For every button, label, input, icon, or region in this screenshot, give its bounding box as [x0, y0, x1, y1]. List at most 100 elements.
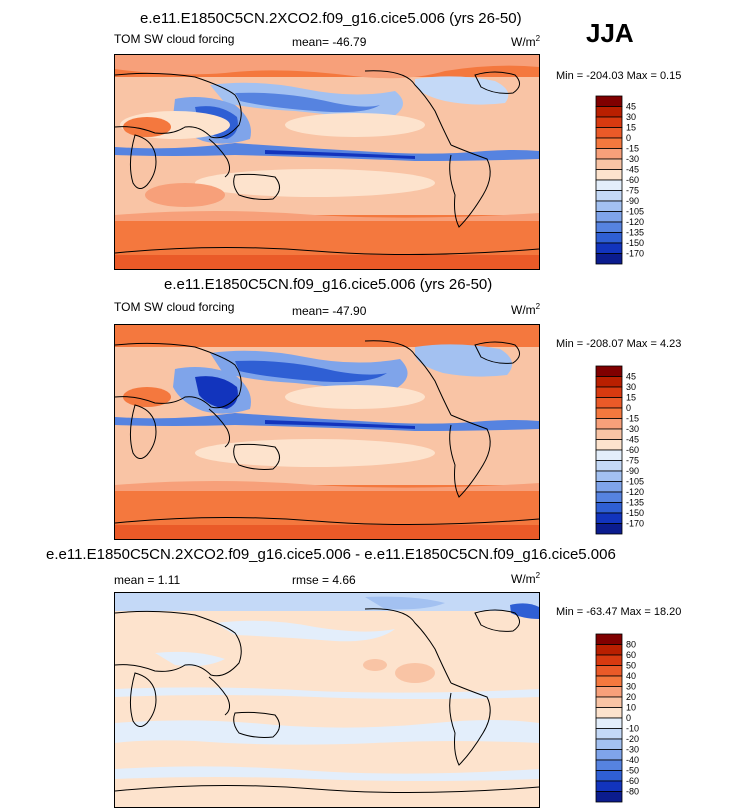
colorbar-swatch	[595, 665, 623, 677]
panel-2-colorbar: 45 30 15 0 -15 -30 -45 -60 -75 -90 -105 -120 -135 -15…	[595, 365, 676, 538]
colorbar-swatch	[595, 728, 623, 740]
colorbar-swatch	[595, 232, 623, 244]
colorbar-tick-label: -150	[626, 238, 644, 248]
colorbar-swatch	[595, 675, 623, 687]
colorbar-tick-label: -15	[626, 414, 639, 424]
panel-3-npac-diff	[215, 620, 395, 642]
colorbar-swatch	[595, 211, 623, 223]
panel-1-title: e.e11.E1850C5CN.2XCO2.f09_g16.cice5.006 …	[140, 10, 522, 27]
colorbar-tick-label: -20	[626, 734, 639, 744]
colorbar-tick-label: -75	[626, 456, 639, 466]
colorbar-tick-label: 45	[626, 372, 636, 382]
panel-2-minmax: Min = -208.07 Max = 4.23	[556, 338, 682, 350]
panel-3-rmse-label: rmse = 4.66	[292, 573, 356, 587]
colorbar-tick-label: -75	[626, 186, 639, 196]
colorbar-swatch	[595, 759, 623, 771]
colorbar-tick-label: -15	[626, 144, 639, 154]
panel-1-colorbar: 45 30 15 0 -15 -30 -45 -60 -75 -90 -105 -120 -135 -15…	[595, 95, 676, 268]
colorbar-tick-label: 0	[626, 403, 631, 413]
colorbar-swatch	[595, 106, 623, 118]
colorbar-tick-label: 50	[626, 661, 636, 671]
colorbar-swatch	[595, 491, 623, 503]
panel-1-units-text: W/m	[511, 35, 536, 49]
panel-2-colorbar-svg: 4530150-15-30-45-60-75-90-105-120-135-15…	[595, 365, 644, 535]
colorbar-swatch	[595, 512, 623, 524]
colorbar-swatch	[595, 707, 623, 719]
colorbar-swatch	[595, 376, 623, 388]
colorbar-tick-label: -90	[626, 466, 639, 476]
colorbar-tick-label: 40	[626, 671, 636, 681]
colorbar-tick-label: -45	[626, 165, 639, 175]
panel-1-ssub	[195, 169, 435, 197]
panel-3-units: W/m2	[511, 571, 540, 586]
colorbar-swatch	[595, 523, 623, 535]
panel-2-so-transition	[115, 481, 539, 491]
colorbar-tick-label: 0	[626, 713, 631, 723]
colorbar-swatch	[595, 481, 623, 493]
colorbar-swatch	[595, 791, 623, 803]
colorbar-tick-label: 30	[626, 682, 636, 692]
colorbar-tick-label: -60	[626, 175, 639, 185]
panel-3-colorbar: 80 60 50 40 30 20 10 0 -10 -20 -30 -40 -50 -60 -80	[595, 633, 676, 806]
colorbar-swatch	[595, 470, 623, 482]
colorbar-swatch	[595, 502, 623, 514]
colorbar-swatch	[595, 242, 623, 254]
colorbar-swatch	[595, 179, 623, 191]
colorbar-tick-label: -40	[626, 755, 639, 765]
colorbar-tick-label: -90	[626, 196, 639, 206]
colorbar-tick-label: -30	[626, 154, 639, 164]
colorbar-swatch	[595, 749, 623, 761]
colorbar-tick-label: 30	[626, 112, 636, 122]
colorbar-tick-label: -50	[626, 766, 639, 776]
colorbar-swatch	[595, 780, 623, 792]
panel-1-variable-label: TOM SW cloud forcing	[114, 32, 235, 46]
colorbar-swatch	[595, 158, 623, 170]
colorbar-swatch	[595, 696, 623, 708]
panel-3-warm-b	[363, 659, 387, 671]
colorbar-tick-label: -60	[626, 445, 639, 455]
colorbar-swatch	[595, 407, 623, 419]
panel-3-so-diff	[115, 766, 539, 781]
colorbar-tick-label: -60	[626, 776, 639, 786]
colorbar-swatch	[595, 738, 623, 750]
panel-3-south-diff	[115, 720, 539, 745]
panel-3-arctic-band	[115, 593, 539, 611]
colorbar-tick-label: -30	[626, 745, 639, 755]
colorbar-swatch	[595, 654, 623, 666]
panel-2-mean-label: mean= -47.90	[292, 304, 367, 318]
colorbar-swatch	[595, 148, 623, 160]
colorbar-tick-label: 0	[626, 133, 631, 143]
panel-1-sahara	[123, 117, 171, 137]
panel-2-npac-core	[235, 360, 387, 382]
colorbar-tick-label: 15	[626, 393, 636, 403]
panel-3-minmax: Min = -63.47 Max = 18.20	[556, 606, 682, 618]
panel-2-itcz-core	[265, 420, 415, 429]
panel-1-so-transition	[115, 211, 539, 221]
panel-3-arctic-core	[365, 596, 445, 610]
colorbar-tick-label: 30	[626, 382, 636, 392]
panel-1-antarctic	[115, 255, 539, 269]
panel-3-map-svg	[115, 593, 539, 807]
panel-2-title: e.e11.E1850C5CN.f09_g16.cice5.006 (yrs 2…	[164, 276, 493, 293]
colorbar-swatch	[595, 770, 623, 782]
colorbar-tick-label: -105	[626, 477, 644, 487]
panel-1-arctic-shape	[115, 55, 539, 79]
colorbar-tick-label: -150	[626, 508, 644, 518]
panel-3-asia-diff	[155, 651, 225, 667]
panel-2-itcz	[115, 413, 539, 431]
panel-1-itcz	[115, 143, 539, 161]
panel-1-colorbar-svg: 4530150-15-30-45-60-75-90-105-120-135-15…	[595, 95, 644, 265]
colorbar-tick-label: -30	[626, 424, 639, 434]
colorbar-swatch	[595, 365, 623, 377]
panel-2-map-svg	[115, 325, 539, 539]
panel-3-warm-a	[395, 663, 435, 683]
colorbar-tick-label: 80	[626, 640, 636, 650]
panel-3-units-sup: 2	[535, 571, 541, 580]
panel-2-ssub	[195, 439, 435, 467]
panel-1-itcz-core	[265, 150, 415, 159]
colorbar-tick-label: 15	[626, 123, 636, 133]
panel-2-natl-cloud	[415, 344, 513, 377]
colorbar-swatch	[595, 190, 623, 202]
colorbar-tick-label: -135	[626, 498, 644, 508]
panel-1-map-svg	[115, 55, 539, 269]
